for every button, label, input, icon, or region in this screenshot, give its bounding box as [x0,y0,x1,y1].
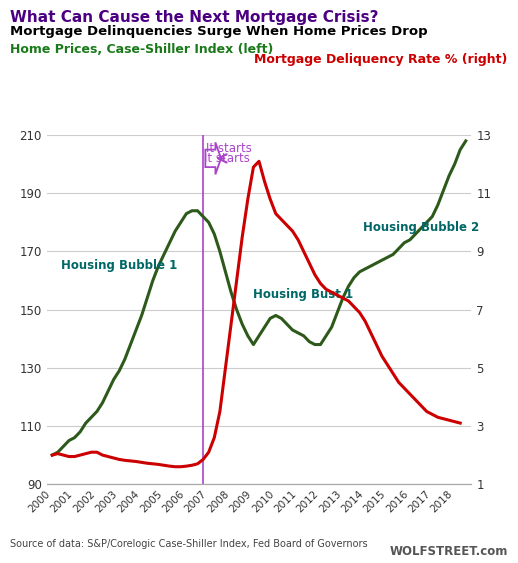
Text: What Can Cause the Next Mortgage Crisis?: What Can Cause the Next Mortgage Crisis? [10,10,379,25]
Text: It starts: It starts [206,142,252,155]
Text: Housing Bust 1: Housing Bust 1 [253,288,353,301]
Text: Home Prices, Case-Shiller Index (left): Home Prices, Case-Shiller Index (left) [10,43,274,56]
Text: WOLFSTREET.com: WOLFSTREET.com [389,546,508,558]
Text: Housing Bubble 1: Housing Bubble 1 [61,259,177,272]
Text: Mortgage Deliquency Rate % (right): Mortgage Deliquency Rate % (right) [254,53,508,66]
Text: Housing Bubble 2: Housing Bubble 2 [363,221,479,234]
Text: Mortgage Delinquencies Surge When Home Prices Drop: Mortgage Delinquencies Surge When Home P… [10,25,428,38]
Text: Source of data: S&P/Corelogic Case-Shiller Index, Fed Board of Governors: Source of data: S&P/Corelogic Case-Shill… [10,539,368,549]
Text: It starts: It starts [204,152,250,165]
